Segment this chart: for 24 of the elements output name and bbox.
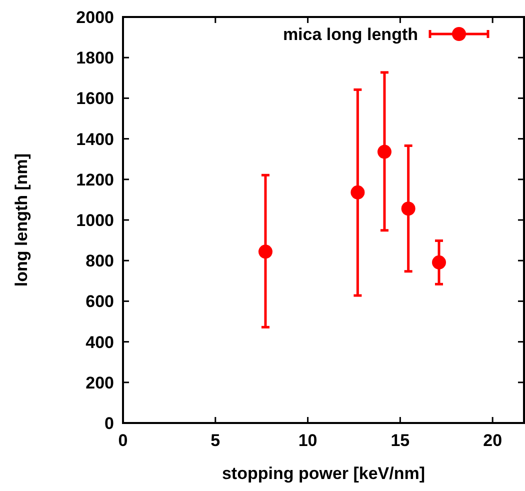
y-tick-label: 1000 <box>76 210 114 230</box>
point <box>258 244 272 259</box>
x-tick-label: 10 <box>298 431 318 450</box>
point <box>432 255 446 270</box>
y-tick-label: 600 <box>86 292 114 312</box>
point <box>350 185 365 200</box>
x-tick-label: 15 <box>390 431 410 450</box>
y-tick-label: 1200 <box>76 170 114 190</box>
y-tick-label: 800 <box>86 252 114 271</box>
y-tick-label: 1800 <box>76 48 114 68</box>
x-tick-label: 20 <box>483 431 502 450</box>
y-tick-label: 0 <box>104 414 114 433</box>
y-tick-label: 1400 <box>76 130 114 149</box>
y-tick-label: 200 <box>86 373 114 392</box>
legend-label: mica long length <box>282 24 418 44</box>
y-axis-title: long length [nm] <box>12 153 31 287</box>
x-tick-label: 5 <box>210 431 220 450</box>
y-tick-label: 1600 <box>76 89 114 108</box>
point <box>377 144 392 159</box>
x-tick-label: 0 <box>118 431 128 450</box>
x-axis-title: stopping power [keV/nm] <box>222 464 426 483</box>
y-tick-label: 2000 <box>76 8 114 27</box>
y-tick-label: 400 <box>86 332 114 352</box>
point <box>401 202 416 216</box>
